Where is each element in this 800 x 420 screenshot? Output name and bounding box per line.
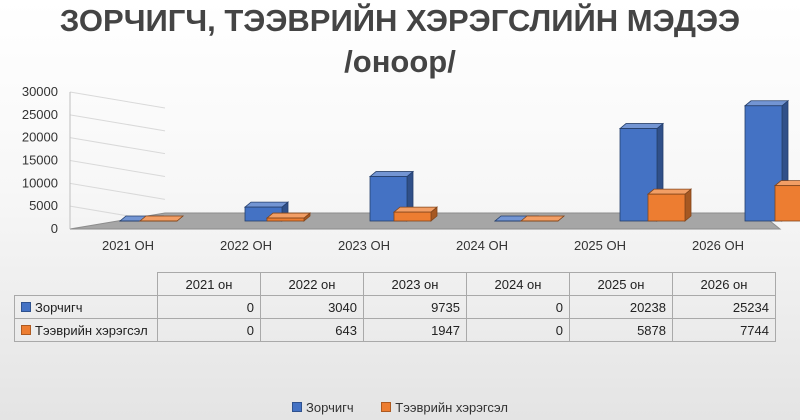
x-tick-label: 2024 ОН xyxy=(456,238,508,253)
series-key-passengers xyxy=(21,301,31,312)
grid-line xyxy=(69,114,166,132)
chart-title-line1: ЗОРЧИГЧ, ТЭЭВРИЙН ХЭРЭГСЛИЙН МЭДЭЭ xyxy=(59,3,741,38)
table-series-label: Зорчигч xyxy=(14,295,158,319)
bar-vehicles xyxy=(392,206,439,222)
bar-vehicles xyxy=(138,215,185,222)
legend-key-passengers xyxy=(292,402,303,412)
table-header-2025: 2025 он xyxy=(569,272,673,296)
x-tick-label: 2025 ОН xyxy=(574,238,626,253)
bar-top xyxy=(243,201,290,208)
y-tick-label: 15000 xyxy=(22,153,58,168)
table-header-2026: 2026 он xyxy=(672,272,776,296)
table-row-vehicles: Тээврийн хэрэгсэл 0 643 1947 0 5878 7744 xyxy=(14,318,776,342)
bar-front xyxy=(774,185,800,222)
legend-label-vehicles: Тээврийн хэрэгсэл xyxy=(395,400,508,415)
bar-top xyxy=(646,188,693,195)
y-tick-label: 25000 xyxy=(22,107,58,122)
table-series-label: Тээврийн хэрэгсэл xyxy=(14,318,158,342)
bar-top xyxy=(265,212,312,219)
legend-label-passengers: Зорчигч xyxy=(306,400,354,415)
bar-top xyxy=(368,171,415,177)
table-header-2024: 2024 он xyxy=(466,272,570,296)
series-name-passengers: Зорчигч xyxy=(35,299,83,315)
legend-key-vehicles xyxy=(381,402,392,412)
chart-legend: Зорчигч Тээврийн хэрэгсэл xyxy=(0,400,800,415)
x-tick-label: 2022 ОН xyxy=(220,238,272,253)
table-cell: 0 xyxy=(466,295,570,319)
bar-top xyxy=(743,100,790,107)
y-tick-label: 10000 xyxy=(22,175,58,190)
grid-line xyxy=(69,160,166,177)
table-header-row: 2021 он 2022 он 2023 он 2024 он 2025 он … xyxy=(14,272,776,296)
x-tick-label: 2023 ОН xyxy=(338,238,390,253)
table-header-2022: 2022 он xyxy=(260,272,364,296)
bar-top xyxy=(618,123,665,129)
bar-vehicles xyxy=(265,212,312,222)
bar-vehicles xyxy=(519,215,566,222)
table-cell: 1947 xyxy=(363,318,467,342)
bar-top xyxy=(138,215,185,222)
bar-vehicles xyxy=(773,180,800,222)
chart-plot: 0 5000 10000 15000 20000 25000 30000 2021 ОН 202… xyxy=(22,84,800,253)
bar-top xyxy=(392,206,439,213)
x-tick-label: 2021 ОН xyxy=(102,238,154,253)
table-cell: 0 xyxy=(157,295,261,319)
y-tick-label: 0 xyxy=(51,221,58,236)
legend-item-passengers: Зорчигч xyxy=(292,400,354,415)
table-cell: 5878 xyxy=(569,318,673,342)
table-row-passengers: Зорчигч 0 3040 9735 0 20238 25234 xyxy=(14,295,776,319)
bar-front xyxy=(266,217,305,222)
table-cell: 7744 xyxy=(672,318,776,342)
chart-title: ЗОРЧИГЧ, ТЭЭВРИЙН ХЭРЭГСЛИЙН МЭДЭЭ /оноо… xyxy=(0,0,800,82)
table-cell: 25234 xyxy=(672,295,776,319)
table-cell: 9735 xyxy=(363,295,467,319)
y-tick-label: 30000 xyxy=(22,84,58,99)
y-tick-label: 5000 xyxy=(29,198,58,213)
table-cell: 0 xyxy=(157,318,261,342)
bar-front xyxy=(393,211,432,222)
table-cell: 0 xyxy=(466,318,570,342)
table-corner-cell xyxy=(14,272,158,296)
series-key-vehicles xyxy=(21,324,31,335)
table-cell: 3040 xyxy=(260,295,364,319)
table-header-2023: 2023 он xyxy=(363,272,467,296)
series-name-vehicles: Тээврийн хэрэгсэл xyxy=(35,322,148,338)
grid-line xyxy=(69,91,166,109)
x-tick-label: 2026 ОН xyxy=(692,238,744,253)
table-cell: 20238 xyxy=(569,295,673,319)
bar-vehicles xyxy=(646,188,693,222)
table-header-2021: 2021 он xyxy=(157,272,261,296)
table-cell: 643 xyxy=(260,318,364,342)
legend-item-vehicles: Тээврийн хэрэгсэл xyxy=(381,400,508,415)
data-table: 2021 он 2022 он 2023 он 2024 он 2025 он … xyxy=(14,272,776,342)
bar-side xyxy=(684,188,692,222)
bar-front xyxy=(647,193,686,222)
grid-line xyxy=(69,137,166,155)
y-tick-label: 20000 xyxy=(22,130,58,145)
chart-title-line2: /оноор/ xyxy=(344,44,456,79)
bar-top xyxy=(519,215,566,222)
grid-line xyxy=(69,182,166,200)
